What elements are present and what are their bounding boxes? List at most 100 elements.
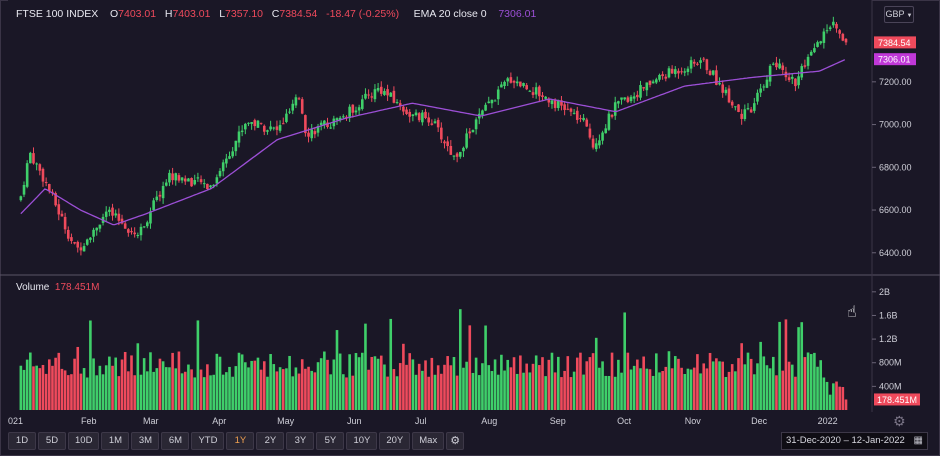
candle-body [225, 158, 228, 164]
candle-body [797, 76, 800, 86]
range-toolbar: 1D 5D 10D 1M 3M 6M YTD 1Y 2Y 3Y 5Y 10Y 20Y Max ⚙ [8, 432, 465, 450]
volume-bar [326, 359, 329, 410]
candle-body [405, 109, 408, 115]
candle-body [550, 100, 554, 105]
candle-body [832, 21, 835, 26]
volume-bar [446, 356, 449, 410]
volume-bar [670, 368, 674, 410]
volume-bar [718, 361, 721, 410]
range-button-10d[interactable]: 10D [68, 432, 100, 450]
candle-body [168, 172, 171, 183]
candle-body [228, 156, 231, 159]
candle-body [813, 48, 816, 53]
volume-bar [493, 359, 497, 410]
candle-body [632, 96, 636, 99]
candle-body [484, 104, 487, 111]
range-button-1y[interactable]: 1Y [226, 432, 255, 450]
volume-bar [734, 371, 737, 410]
candle-body [503, 81, 506, 87]
volume-bar [784, 319, 788, 410]
range-button-ytd[interactable]: YTD [191, 432, 225, 450]
volume-bar [677, 358, 680, 410]
candle-body [262, 125, 266, 132]
x-tick-label: 021 [8, 416, 23, 426]
volume-bar [193, 377, 197, 410]
candle-body [25, 163, 29, 187]
volume-bar [275, 371, 279, 410]
range-button-5d[interactable]: 5D [38, 432, 66, 450]
range-button-3m[interactable]: 3M [131, 432, 160, 450]
candle-body [566, 108, 570, 110]
candle-body [778, 63, 781, 69]
volume-bar [844, 399, 848, 410]
candle-body [196, 177, 200, 179]
volume-bar [345, 377, 348, 410]
candle-body [379, 86, 383, 94]
candle-body [623, 97, 626, 100]
volume-bar [79, 373, 83, 410]
volume-tick-label: 800M [879, 358, 902, 368]
chart-settings-gear-icon[interactable]: ⚙ [446, 432, 465, 450]
range-button-1d[interactable]: 1D [8, 432, 36, 450]
candle-body [787, 77, 791, 81]
candle-body [269, 126, 272, 130]
volume-bar [452, 357, 456, 410]
range-button-1m[interactable]: 1M [101, 432, 130, 450]
volume-bar [152, 371, 155, 410]
price-pane [8, 0, 872, 274]
candle-body [680, 71, 683, 73]
volume-bar [683, 374, 687, 410]
candle-body [455, 153, 459, 157]
gear-icon[interactable]: ⚙ [893, 414, 906, 430]
volume-bar [237, 352, 241, 410]
volume-bar [490, 371, 494, 410]
date-range-picker[interactable]: 31-Dec-2020 – 12-Jan-2022 ▦ [781, 432, 928, 450]
volume-bar [768, 368, 772, 410]
candle-body [120, 218, 124, 224]
candle-body [73, 242, 76, 244]
currency-select[interactable]: GBP ▼ [884, 6, 914, 23]
volume-bar [215, 353, 219, 410]
volume-bar [509, 367, 513, 410]
x-tick-label: 2022 [818, 416, 838, 426]
candle-body [604, 128, 608, 134]
range-button-max[interactable]: Max [412, 432, 445, 450]
candle-body [721, 84, 725, 93]
range-button-3y[interactable]: 3Y [286, 432, 315, 450]
candle-body [19, 196, 23, 201]
volume-value: 178.451M [54, 282, 100, 293]
volume-bar [307, 366, 310, 410]
candle-body [790, 76, 794, 79]
volume-bar [702, 363, 706, 410]
candle-body [323, 120, 326, 125]
volume-bar [715, 358, 718, 410]
range-button-6m[interactable]: 6M [161, 432, 190, 450]
volume-bar [503, 370, 506, 410]
volume-bar [557, 356, 560, 410]
candle-body [291, 103, 295, 111]
candle-body [300, 99, 304, 114]
volume-bar [51, 365, 54, 410]
volume-bar [724, 376, 728, 410]
volume-bar [550, 352, 554, 410]
range-button-10y[interactable]: 10Y [346, 432, 378, 450]
volume-bar [123, 351, 127, 410]
candle-body [683, 71, 687, 73]
candle-body [765, 79, 769, 88]
volume-bar [582, 374, 585, 410]
volume-label: Volume [16, 282, 50, 293]
candle-body [541, 95, 544, 98]
candle-body [452, 155, 456, 157]
range-button-5y[interactable]: 5Y [316, 432, 345, 450]
range-button-2y[interactable]: 2Y [256, 432, 285, 450]
range-button-20y[interactable]: 20Y [379, 432, 411, 450]
candle-body [370, 96, 374, 98]
candle-body [534, 87, 538, 95]
calendar-icon[interactable]: ▦ [913, 435, 923, 446]
candle-body [259, 122, 263, 124]
candle-body [278, 125, 282, 131]
volume-bar [778, 321, 781, 410]
x-tick-label: Oct [617, 416, 632, 426]
volume-bar [206, 364, 209, 410]
